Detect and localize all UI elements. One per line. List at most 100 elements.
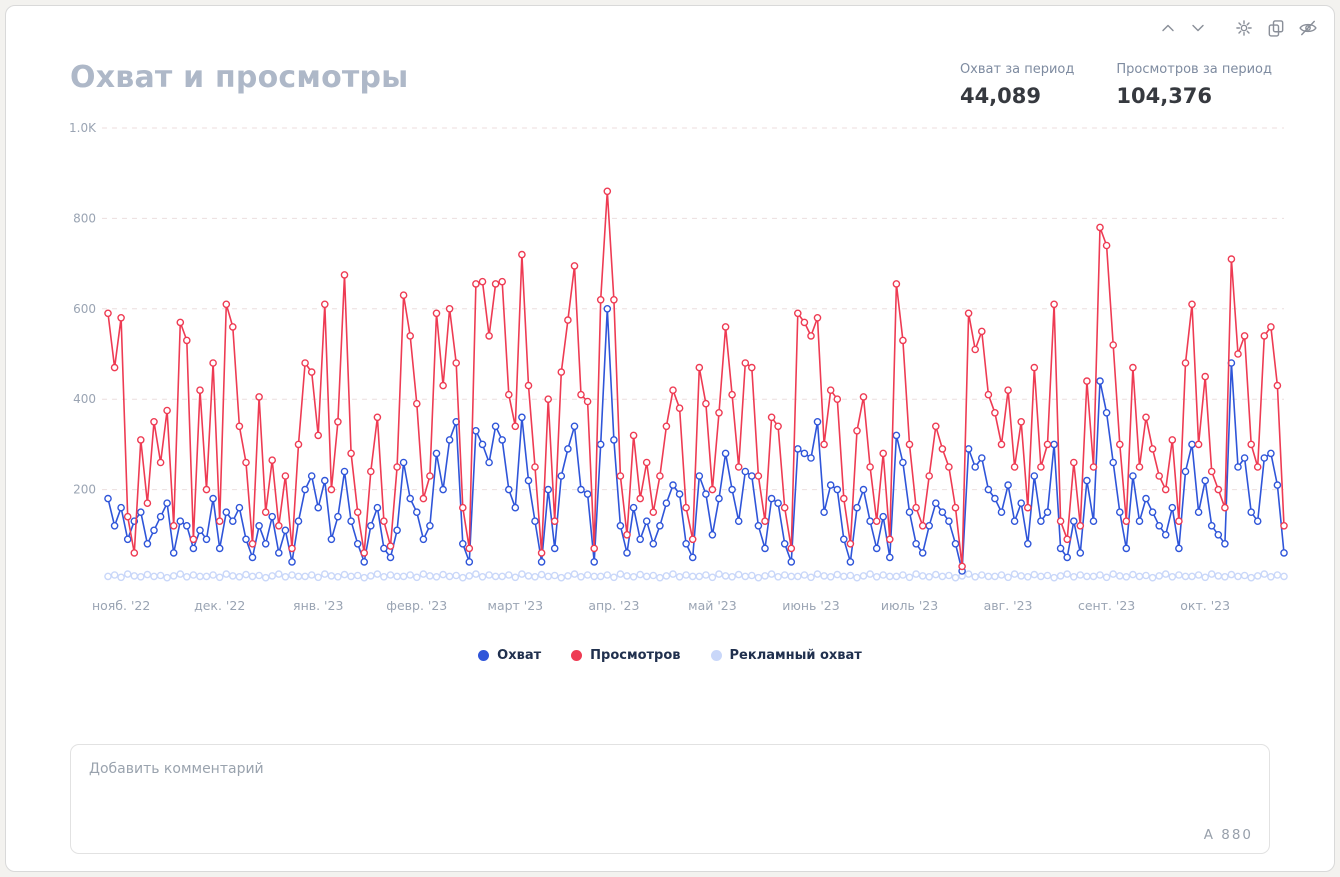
data-point[interactable] xyxy=(439,381,447,390)
data-point[interactable] xyxy=(183,336,191,345)
data-point[interactable] xyxy=(853,426,861,435)
data-point[interactable] xyxy=(537,549,546,557)
data-point[interactable] xyxy=(1168,436,1177,444)
data-point[interactable] xyxy=(932,499,940,508)
data-point[interactable] xyxy=(334,417,342,426)
data-point[interactable] xyxy=(669,386,677,395)
data-point[interactable] xyxy=(1227,570,1236,579)
data-point[interactable] xyxy=(1122,517,1131,526)
data-point[interactable] xyxy=(399,458,408,467)
data-point[interactable] xyxy=(130,572,139,580)
data-point[interactable] xyxy=(439,570,447,579)
data-point[interactable] xyxy=(1024,503,1032,512)
data-point[interactable] xyxy=(1273,481,1282,489)
data-point[interactable] xyxy=(472,280,480,288)
data-point[interactable] xyxy=(774,422,782,431)
data-point[interactable] xyxy=(294,517,303,526)
data-point[interactable] xyxy=(734,570,743,579)
data-point[interactable] xyxy=(840,535,848,544)
data-point[interactable] xyxy=(938,508,947,517)
data-point[interactable] xyxy=(669,570,677,578)
data-point[interactable] xyxy=(971,572,980,581)
data-point[interactable] xyxy=(1030,363,1039,372)
data-point[interactable] xyxy=(905,440,914,449)
data-point[interactable] xyxy=(183,572,191,581)
data-point[interactable] xyxy=(432,449,441,458)
data-point[interactable] xyxy=(951,503,960,512)
data-point[interactable] xyxy=(577,572,585,581)
data-point[interactable] xyxy=(734,517,743,526)
data-point[interactable] xyxy=(386,542,395,550)
data-point[interactable] xyxy=(853,503,861,512)
data-point[interactable] xyxy=(110,571,119,579)
data-point[interactable] xyxy=(649,539,658,548)
data-point[interactable] xyxy=(524,572,533,580)
data-point[interactable] xyxy=(905,573,914,582)
data-point[interactable] xyxy=(879,512,888,521)
data-point[interactable] xyxy=(780,571,789,579)
data-point[interactable] xyxy=(143,570,152,579)
data-point[interactable] xyxy=(925,521,934,530)
data-point[interactable] xyxy=(951,539,960,548)
data-point[interactable] xyxy=(1253,572,1262,580)
data-point[interactable] xyxy=(728,572,736,581)
data-point[interactable] xyxy=(202,535,211,544)
data-point[interactable] xyxy=(550,517,559,526)
data-point[interactable] xyxy=(347,572,355,581)
data-point[interactable] xyxy=(800,571,809,579)
data-point[interactable] xyxy=(458,503,467,512)
data-point[interactable] xyxy=(984,485,993,494)
data-point[interactable] xyxy=(452,359,461,367)
data-point[interactable] xyxy=(1234,463,1242,471)
data-point[interactable] xyxy=(228,572,237,580)
data-point[interactable] xyxy=(366,572,375,580)
data-point[interactable] xyxy=(248,553,257,562)
data-point[interactable] xyxy=(767,413,776,422)
data-point[interactable] xyxy=(445,304,454,313)
data-point[interactable] xyxy=(590,544,599,553)
data-point[interactable] xyxy=(1253,463,1262,471)
data-point[interactable] xyxy=(104,309,112,318)
data-point[interactable] xyxy=(189,544,198,553)
data-point[interactable] xyxy=(288,571,296,579)
data-point[interactable] xyxy=(498,277,507,286)
data-point[interactable] xyxy=(123,570,132,578)
data-point[interactable] xyxy=(570,422,579,431)
legend-item[interactable]: Просмотров xyxy=(571,648,681,663)
data-point[interactable] xyxy=(1083,572,1091,581)
data-point[interactable] xyxy=(991,572,999,581)
data-point[interactable] xyxy=(518,570,526,578)
data-point[interactable] xyxy=(550,571,559,580)
data-point[interactable] xyxy=(649,508,658,517)
data-point[interactable] xyxy=(1017,499,1026,508)
data-point[interactable] xyxy=(399,291,408,299)
data-point[interactable] xyxy=(439,485,447,494)
data-point[interactable] xyxy=(866,517,874,526)
data-point[interactable] xyxy=(682,503,690,512)
data-point[interactable] xyxy=(557,573,566,582)
data-point[interactable] xyxy=(610,295,618,304)
data-point[interactable] xyxy=(1148,573,1157,582)
data-point[interactable] xyxy=(452,571,461,580)
data-point[interactable] xyxy=(406,494,415,503)
data-point[interactable] xyxy=(616,472,625,480)
data-point[interactable] xyxy=(340,467,349,476)
data-point[interactable] xyxy=(721,449,730,458)
data-point[interactable] xyxy=(183,521,191,530)
data-point[interactable] xyxy=(235,503,244,512)
data-point[interactable] xyxy=(1175,517,1183,526)
data-point[interactable] xyxy=(386,553,395,562)
data-point[interactable] xyxy=(531,572,539,581)
data-point[interactable] xyxy=(945,517,953,526)
data-point[interactable] xyxy=(833,395,842,404)
data-point[interactable] xyxy=(163,406,171,415)
data-point[interactable] xyxy=(1135,463,1144,471)
data-point[interactable] xyxy=(196,526,204,535)
data-point[interactable] xyxy=(616,570,625,578)
data-point[interactable] xyxy=(373,503,382,512)
data-point[interactable] xyxy=(820,508,828,517)
settings-gear-icon[interactable] xyxy=(1234,18,1254,38)
data-point[interactable] xyxy=(380,517,388,526)
data-point[interactable] xyxy=(820,572,828,580)
data-point[interactable] xyxy=(176,570,185,578)
